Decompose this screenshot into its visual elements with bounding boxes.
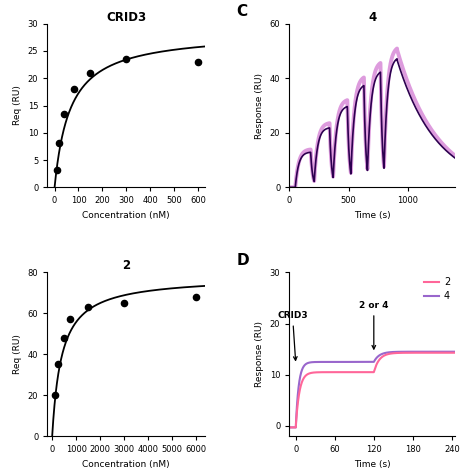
Point	[51, 392, 58, 399]
Point	[55, 361, 62, 368]
Point	[120, 299, 128, 307]
Point	[192, 293, 200, 301]
X-axis label: Concentration (nM): Concentration (nM)	[82, 211, 170, 220]
Text: D: D	[237, 253, 249, 268]
X-axis label: Time (s): Time (s)	[354, 460, 391, 469]
Y-axis label: Req (RU): Req (RU)	[13, 86, 22, 126]
Point	[122, 55, 130, 63]
Point	[60, 334, 68, 342]
Point	[70, 85, 77, 93]
Point	[60, 110, 68, 118]
Text: C: C	[237, 4, 247, 19]
Point	[66, 316, 74, 323]
Title: CRID3: CRID3	[106, 11, 146, 24]
Y-axis label: Req (RU): Req (RU)	[13, 334, 22, 374]
X-axis label: Concentration (nM): Concentration (nM)	[82, 460, 170, 469]
Y-axis label: Response (RU): Response (RU)	[255, 73, 264, 138]
Legend: 2, 4: 2, 4	[425, 277, 450, 301]
Title: 4: 4	[368, 11, 376, 24]
Point	[84, 303, 92, 311]
X-axis label: Time (s): Time (s)	[354, 211, 391, 220]
Text: 2 or 4: 2 or 4	[359, 301, 389, 349]
Y-axis label: Response (RU): Response (RU)	[255, 321, 264, 387]
Title: 2: 2	[122, 259, 130, 273]
Point	[53, 166, 61, 173]
Point	[55, 139, 63, 146]
Point	[194, 58, 202, 66]
Text: CRID3: CRID3	[277, 311, 308, 360]
Point	[87, 69, 94, 77]
